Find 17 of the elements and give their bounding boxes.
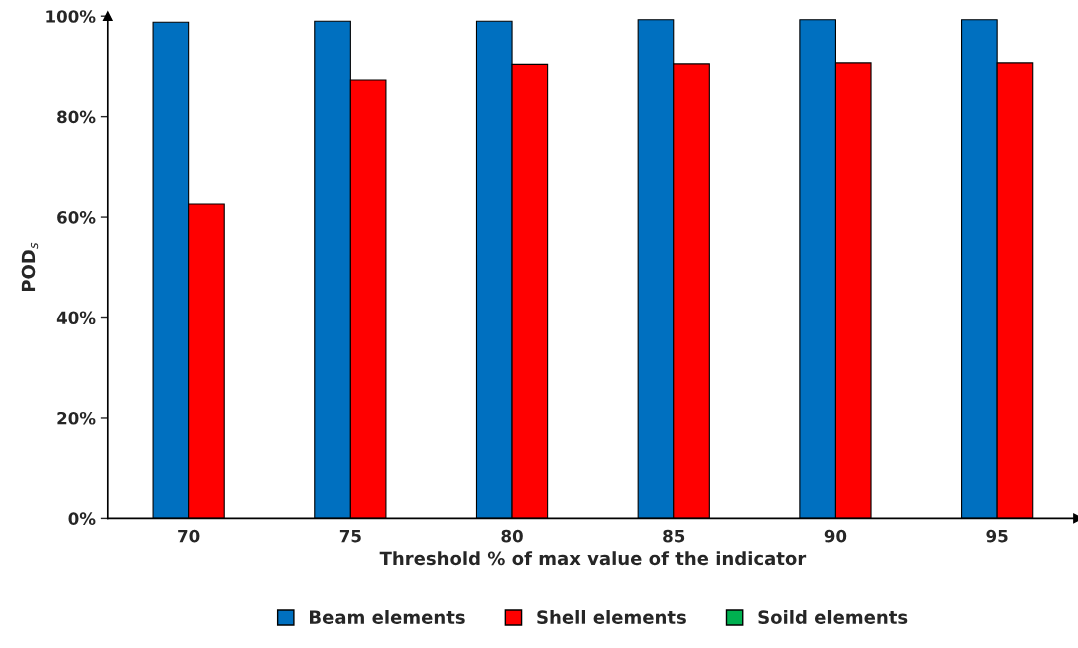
legend-label: Beam elements — [310, 609, 465, 624]
x-tick-label: 75 — [339, 530, 361, 543]
y-tick-label: 0% — [68, 512, 96, 525]
legend-label: Soild elements — [758, 609, 908, 624]
y-tick-label: 100% — [46, 10, 96, 23]
x-tick-label: 85 — [663, 529, 685, 543]
x-tick-label: 80 — [501, 529, 523, 543]
x-tick-label: 70 — [178, 529, 200, 543]
y-tick-label: 60% — [57, 211, 96, 224]
y-tick-label: 40% — [56, 311, 96, 325]
y-tick-label: 80% — [57, 110, 96, 124]
legend-label: Shell elements — [537, 609, 686, 624]
y-axis-title: POD$_{s}$ — [21, 242, 39, 292]
x-tick-label: 95 — [986, 529, 1008, 543]
x-axis-title: Threshold % of max value of the indicator — [379, 551, 807, 566]
x-tick-label: 90 — [824, 529, 847, 543]
y-tick-label: 20% — [57, 411, 96, 425]
